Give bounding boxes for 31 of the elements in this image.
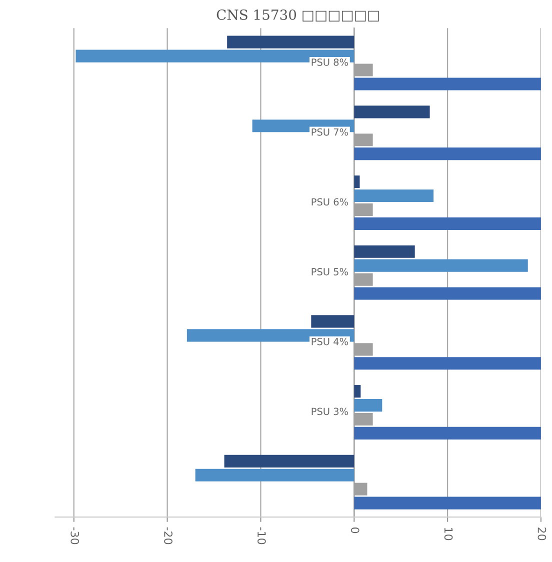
bar [354, 426, 541, 440]
x-tick-label: -10 [257, 527, 266, 544]
chart-title: CNS 15730 □□□□□□ [216, 9, 379, 22]
bar [354, 148, 541, 160]
bar [354, 398, 382, 412]
bar [354, 245, 415, 258]
bar [354, 357, 541, 370]
bar [227, 36, 354, 48]
bar [354, 496, 541, 510]
bar [354, 287, 541, 300]
y-tick-label: PSU 3% [312, 408, 348, 416]
bar [354, 259, 528, 272]
bar [354, 217, 541, 230]
x-tick-label: 0 [350, 527, 360, 534]
bar [224, 454, 354, 468]
bar [354, 175, 360, 188]
y-tick-label: PSU 8% [312, 58, 348, 66]
x-tick-label: 20 [538, 528, 546, 540]
bar [354, 385, 361, 398]
bar [354, 106, 430, 118]
bar [195, 468, 354, 482]
bar [354, 189, 434, 202]
bar [311, 315, 354, 328]
x-tick-label: -20 [164, 527, 172, 544]
y-tick-label: PSU 4% [312, 338, 348, 346]
x-tick-label: 10 [444, 528, 453, 540]
bar [354, 78, 541, 90]
x-tick-label: -30 [70, 527, 80, 544]
y-tick-label: PSU 5% [312, 268, 348, 276]
y-tick-label: PSU 6% [312, 198, 348, 206]
y-tick-label: PSU 7% [312, 128, 348, 136]
